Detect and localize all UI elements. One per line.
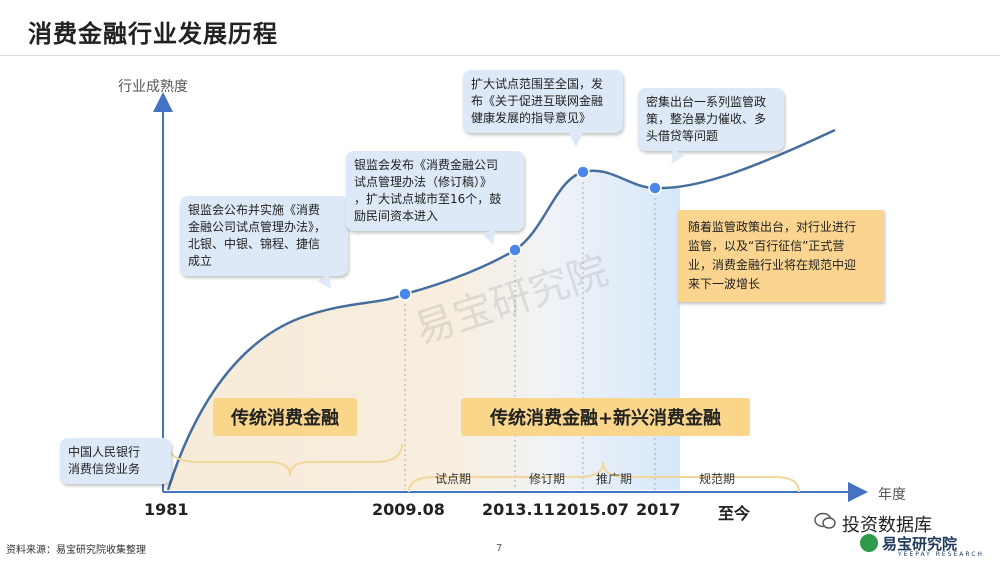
stage-traditional: 传统消费金融 (213, 398, 357, 436)
callout-2017-text: 密集出台一系列监管政 策，整治暴力催收、多 头借贷等问题 (646, 95, 767, 143)
callout-2013-text: 银监会发布《消费金融公司 试点管理办法（修订稿）》 ，扩大试点城市至16个，鼓 … (354, 158, 502, 223)
page-title: 消费金融行业发展历程 (28, 20, 278, 48)
callout-1981: 中国人民银行 消费信贷业务 (60, 438, 171, 484)
tick-2009: 2009.08 (372, 500, 445, 519)
phase-revision: 修订期 (529, 472, 566, 486)
tick-1981: 1981 (144, 500, 189, 519)
stage-combined: 传统消费金融+新兴消费金融 (461, 398, 750, 436)
brand-name: 易宝研究院 (882, 535, 958, 553)
phase-promotion: 推广期 (596, 472, 633, 486)
brand-logo-icon (860, 534, 878, 552)
tick-2013: 2013.11 (482, 500, 555, 519)
wechat-icon (814, 512, 836, 530)
callout-2015-text: 扩大试点范围至全国，发 布《关于促进互联网金融 健康发展的指导意见》 (471, 77, 604, 125)
callout-2009-text: 银监会公布并实施《消费 金融公司试点管理办法》， 北银、中银、锦程、捷信 成立 (188, 203, 327, 268)
milestone-dot-2017 (648, 181, 662, 195)
brace-combined (408, 461, 800, 493)
tick-now: 至今 (718, 504, 751, 523)
milestone-dot-2013 (508, 243, 522, 257)
title-underline (0, 55, 1000, 56)
stage-traditional-label: 传统消费金融 (231, 408, 339, 429)
milestone-dot-2009 (398, 287, 412, 301)
callout-2015: 扩大试点范围至全国，发 布《关于促进互联网金融 健康发展的指导意见》 (463, 70, 623, 147)
callout-2017: 密集出台一系列监管政 策，整治暴力催收、多 头借贷等问题 (638, 88, 784, 168)
y-axis-label: 行业成熟度 (118, 79, 188, 95)
callout-2015-tail (569, 133, 583, 147)
callout-2009: 银监会公布并实施《消费 金融公司试点管理办法》， 北银、中银、锦程、捷信 成立 (180, 196, 348, 293)
milestone-dot-2015 (576, 165, 590, 179)
brand-subtitle: YEEPAY RESEARCH (898, 551, 984, 558)
callout-2013: 银监会发布《消费金融公司 试点管理办法（修订稿）》 ，扩大试点城市至16个，鼓 … (346, 151, 524, 247)
outlook-note: 随着监管政策出台，对行业进行 监管，以及“百行征信”正式营 业，消费金融行业将在… (678, 210, 884, 302)
callout-1981-text: 中国人民银行 消费信贷业务 (68, 445, 141, 476)
stage-combined-label: 传统消费金融+新兴消费金融 (489, 408, 722, 429)
phase-pilot: 试点期 (435, 472, 472, 486)
tick-2017: 2017 (636, 500, 681, 519)
wechat-account-name: 投资数据库 (842, 515, 932, 536)
x-axis-label: 年度 (878, 487, 906, 503)
brace-traditional (167, 443, 403, 477)
tick-2015: 2015.07 (556, 500, 629, 519)
phase-regulation: 规范期 (699, 472, 736, 486)
page-number: 7 (496, 543, 503, 554)
source-note: 资料来源：易宝研究院收集整理 (6, 545, 146, 556)
